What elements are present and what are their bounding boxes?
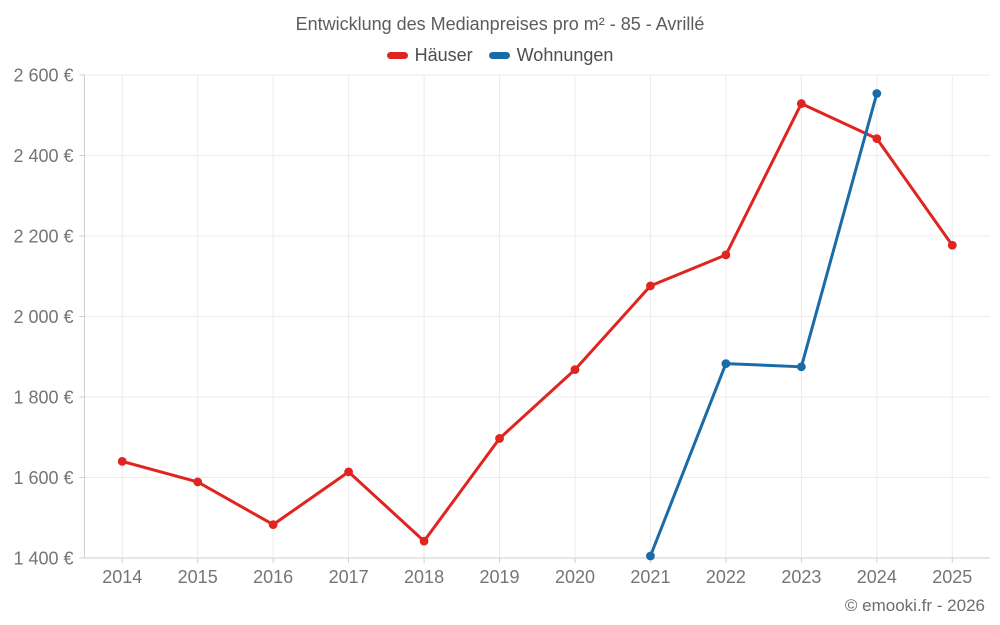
data-point-hauser[interactable] xyxy=(344,467,354,477)
gridlines xyxy=(84,74,990,558)
x-tick-label: 2021 xyxy=(630,567,670,587)
x-tick-label: 2014 xyxy=(102,567,142,587)
y-tick-label: 2 600 € xyxy=(13,66,73,86)
series-line-wohnungen xyxy=(648,92,879,558)
legend-label-haeuser: Häuser xyxy=(414,45,473,65)
copyright-footer: © emooki.fr - 2026 xyxy=(844,596,985,615)
data-point-wohnungen[interactable] xyxy=(721,359,731,368)
y-tick-label: 2 000 € xyxy=(13,307,73,327)
x-tick-label: 2017 xyxy=(329,567,369,587)
x-tick-label: 2023 xyxy=(781,567,821,587)
x-tick-label: 2020 xyxy=(555,567,595,587)
data-point-hauser[interactable] xyxy=(495,434,504,443)
legend-swatch-haeuser-icon xyxy=(386,52,408,59)
y-axis-labels: 1 400 € 1 600 € 1 800 € 2 000 € 2 200 € 2 400… xyxy=(13,66,73,569)
x-tick-label: 2016 xyxy=(253,567,293,587)
data-point-hauser[interactable] xyxy=(721,250,731,260)
legend-swatch-wohnungen-icon xyxy=(488,52,510,59)
x-tick-label: 2025 xyxy=(932,567,972,587)
y-tick-label: 1 600 € xyxy=(13,468,73,488)
data-point-hauser[interactable] xyxy=(646,281,655,291)
data-point-hauser[interactable] xyxy=(268,520,278,529)
data-point-wohnungen[interactable] xyxy=(796,362,806,372)
series-hauser xyxy=(117,99,957,546)
x-tick-label: 2019 xyxy=(479,567,519,587)
data-point-hauser[interactable] xyxy=(570,365,580,375)
x-axis-labels: 2014 2015 2016 2017 2018 2019 2020 2021 2022 2023… xyxy=(102,567,972,587)
y-tick-label: 2 400 € xyxy=(13,146,73,166)
axes xyxy=(79,74,990,563)
x-tick-label: 2022 xyxy=(706,567,746,587)
legend-label-wohnungen: Wohnungen xyxy=(516,45,614,65)
legend: Häuser Wohnungen xyxy=(0,45,1000,66)
data-point-hauser[interactable] xyxy=(872,134,882,143)
x-tick-label: 2015 xyxy=(178,567,218,587)
data-point-hauser[interactable] xyxy=(193,477,203,487)
data-point-hauser[interactable] xyxy=(796,99,806,108)
y-tick-label: 2 200 € xyxy=(13,227,73,247)
legend-item-haeuser[interactable]: Häuser xyxy=(386,45,473,66)
data-point-hauser[interactable] xyxy=(117,457,127,466)
series-wohnungen xyxy=(646,89,882,561)
x-tick-label: 2018 xyxy=(404,567,444,587)
legend-item-wohnungen[interactable]: Wohnungen xyxy=(488,45,614,66)
data-point-hauser[interactable] xyxy=(947,240,957,250)
data-point-wohnungen[interactable] xyxy=(646,551,655,561)
x-tick-label: 2024 xyxy=(857,567,897,587)
series-line-hauser xyxy=(120,102,954,543)
data-point-hauser[interactable] xyxy=(419,536,429,546)
y-tick-label: 1 800 € xyxy=(13,388,73,408)
y-tick-label: 1 400 € xyxy=(13,549,73,569)
chart-title: Entwicklung des Medianpreises pro m² - 8… xyxy=(295,14,705,34)
data-point-wohnungen[interactable] xyxy=(872,89,882,98)
